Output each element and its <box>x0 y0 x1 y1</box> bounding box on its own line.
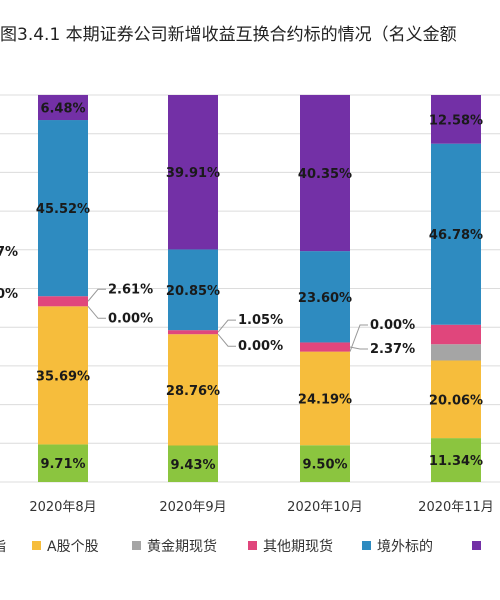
data-label: 23.60% <box>298 291 352 306</box>
bar-segment <box>300 251 350 343</box>
data-label: 20.06% <box>429 393 483 408</box>
bar-segment <box>300 445 350 482</box>
legend-label: 指 <box>0 539 6 555</box>
bar-segment <box>300 94 350 252</box>
legend-label: 黄金期现货 <box>147 539 217 555</box>
data-label: 0.00% <box>108 311 153 326</box>
callout-lines <box>87 288 368 352</box>
x-tick-label: 2020年8月 <box>29 500 96 515</box>
data-label: 1.05% <box>238 313 283 328</box>
data-label: 28.76% <box>166 384 220 399</box>
legend-swatch <box>362 541 371 550</box>
data-label: 9.71% <box>40 457 85 472</box>
callout-line <box>349 324 368 352</box>
bar-segment <box>168 95 218 250</box>
data-label: 45.52% <box>36 202 90 217</box>
legend-item: 指 <box>0 537 6 557</box>
callout-line <box>349 346 368 350</box>
legend-swatch <box>248 541 257 550</box>
bar-segment <box>431 95 481 144</box>
data-label: 7% <box>0 245 18 260</box>
bar-segment <box>431 438 481 482</box>
data-label: 9.43% <box>170 458 215 473</box>
bar-segment <box>38 120 88 297</box>
bar-segment <box>300 342 350 352</box>
x-tick-label: 2020年11月 <box>418 500 494 515</box>
legend-swatch <box>472 541 481 550</box>
data-label: 46.78% <box>429 228 483 243</box>
legend-label: 境外标的 <box>377 539 433 555</box>
legend-item: 其他期现货 <box>248 537 333 557</box>
data-label: 2.61% <box>108 282 153 297</box>
callout-line <box>217 319 236 333</box>
legend-item: 境外标的 <box>362 537 433 557</box>
data-label: 0% <box>0 287 18 302</box>
legend-item: A股个股 <box>32 537 99 557</box>
bar-segment <box>431 344 481 361</box>
data-label: 24.19% <box>298 392 352 407</box>
legend-item <box>472 537 487 557</box>
data-label: 0.00% <box>370 318 415 333</box>
callout-line <box>87 305 106 319</box>
data-label: 20.85% <box>166 284 220 299</box>
legend-label: 其他期现货 <box>263 539 333 555</box>
bar-segment <box>168 249 218 331</box>
bar-segment <box>431 324 481 345</box>
bar-segment <box>38 94 88 121</box>
chart-title: 图3.4.1 本期证券公司新增收益互换合约标的情况（名义金额 <box>0 25 457 45</box>
callout-line <box>87 288 106 302</box>
bar-segment <box>38 444 88 482</box>
data-label: 6.48% <box>40 102 85 117</box>
bar-segment <box>38 306 88 445</box>
data-label: 40.35% <box>298 167 352 182</box>
legend-item: 黄金期现货 <box>132 537 217 557</box>
bar-segment <box>168 445 218 482</box>
bar-segment <box>38 296 88 307</box>
chart-legend: 指 A股个股 黄金期现货 其他期现货 境外标的 <box>0 537 500 559</box>
legend-swatch <box>132 541 141 550</box>
x-tick-label: 2020年10月 <box>287 500 363 515</box>
bar-segment <box>300 351 350 446</box>
legend-label: A股个股 <box>47 539 99 555</box>
data-label: 2.37% <box>370 342 415 357</box>
data-label: 0.00% <box>238 339 283 354</box>
bar-segment <box>431 143 481 325</box>
data-label: 12.58% <box>429 113 483 128</box>
bar-segment <box>168 334 218 446</box>
bar-segment <box>168 330 218 335</box>
legend-swatch <box>32 541 41 550</box>
data-label: 11.34% <box>429 454 483 469</box>
data-label: 39.91% <box>166 166 220 181</box>
data-label: 35.69% <box>36 369 90 384</box>
bar-segment <box>431 360 481 439</box>
callout-line <box>217 333 236 347</box>
data-label: 9.50% <box>302 458 347 473</box>
x-tick-label: 2020年9月 <box>159 500 226 515</box>
